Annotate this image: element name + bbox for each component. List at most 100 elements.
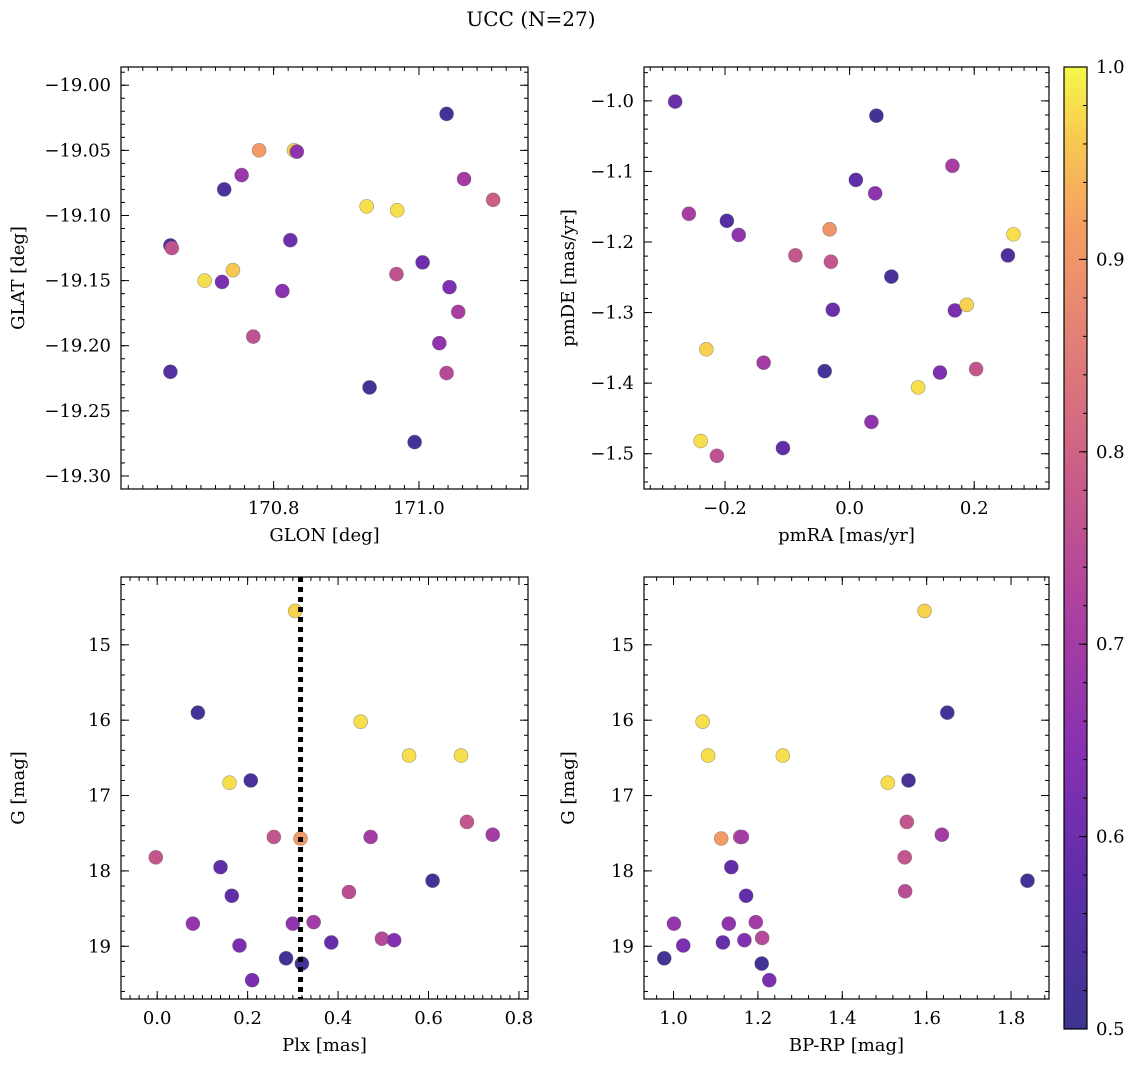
colorbar-tick-label: 0.9 — [1096, 249, 1125, 270]
scatter-point — [222, 775, 237, 791]
y-tick-label: −1.2 — [590, 232, 634, 253]
scatter-point — [362, 380, 377, 395]
scatter-point — [715, 935, 731, 950]
scatter-point — [910, 380, 926, 395]
scatter-point — [485, 192, 501, 208]
scatter-point — [389, 266, 404, 282]
scatter-point — [459, 814, 475, 830]
scatter-point — [432, 335, 447, 351]
y-tick-label: −19.10 — [44, 205, 111, 226]
colorbar-gradient — [1063, 66, 1088, 1030]
y-tick-label: −19.15 — [44, 271, 111, 292]
y-tick-label: 15 — [88, 635, 111, 656]
scatter-point — [285, 916, 301, 931]
y-tick-label: 15 — [611, 635, 634, 656]
scatter-point — [968, 361, 984, 377]
scatter-point — [353, 714, 368, 729]
y-tick-label: −1.4 — [590, 373, 634, 394]
scatter-point — [822, 222, 837, 237]
x-tick-label: 0.2 — [960, 498, 989, 519]
scatter-point — [699, 341, 714, 357]
scatter-point — [748, 914, 764, 930]
colorbar-tick-label: 1.0 — [1096, 57, 1125, 78]
scatter-point — [415, 255, 430, 270]
y-tick-label: 16 — [611, 710, 634, 731]
panel-cmd: 1.0 1.2 1.4 1.6 1.8 15 16 17 18 19 BP-RP [mag] G [m… — [558, 576, 1050, 1056]
scatter-point — [656, 951, 672, 966]
x-tick-label: 1.2 — [744, 1008, 773, 1029]
y-tick-label: 17 — [88, 786, 111, 807]
axes-frame — [120, 66, 529, 490]
scatter-point — [721, 916, 737, 931]
x-tick-label: 1.4 — [828, 1008, 857, 1029]
scatter-point — [884, 269, 899, 284]
x-tick-label: 0.4 — [324, 1008, 353, 1029]
scatter-point — [917, 603, 932, 619]
scatter-point — [695, 714, 710, 729]
scatter-point — [880, 775, 896, 791]
scatter-point — [700, 748, 716, 763]
scatter-point — [775, 748, 791, 763]
axes-frame — [120, 576, 529, 1000]
scatter-point — [439, 365, 454, 381]
scatter-point — [848, 172, 864, 188]
scatter-point — [216, 182, 232, 197]
scatter-point — [389, 202, 405, 218]
colorbar-tick-label: 0.5 — [1096, 1019, 1125, 1040]
scatter-point — [283, 232, 298, 248]
scatter-point — [738, 888, 754, 904]
axes-frame — [643, 66, 1050, 490]
x-tick-label: 1.6 — [912, 1008, 941, 1029]
x-axis-label: GLON [deg] — [269, 525, 379, 546]
scatter-point — [899, 814, 915, 830]
scatter-point — [945, 158, 960, 174]
scatter-point — [386, 932, 402, 948]
y-tick-label: 16 — [88, 710, 111, 731]
scatter-point — [278, 951, 294, 966]
scatter-point — [224, 888, 240, 904]
scatter-point — [666, 916, 682, 931]
scatter-point — [934, 827, 950, 843]
scatter-point — [148, 850, 164, 865]
scatter-point — [1020, 873, 1035, 888]
scatter-point — [775, 440, 791, 456]
points-group — [163, 106, 501, 450]
y-tick-label: −1.5 — [590, 444, 634, 465]
scatter-point — [825, 302, 841, 318]
scatter-point — [197, 273, 212, 288]
scatter-point — [737, 932, 752, 948]
scatter-point — [266, 829, 282, 845]
scatter-point — [425, 873, 440, 888]
y-tick-label: 19 — [88, 936, 111, 957]
scatter-point — [667, 94, 683, 109]
x-axis-label: BP-RP [mag] — [789, 1035, 904, 1056]
y-axis-label: GLAT [deg] — [8, 226, 29, 330]
figure-title: UCC (N=27) — [466, 7, 595, 31]
scatter-point — [959, 297, 975, 313]
scatter-point — [719, 213, 735, 229]
x-tick-label: 171.0 — [393, 498, 445, 519]
scatter-point — [693, 433, 709, 449]
scatter-point — [232, 938, 247, 953]
scatter-point — [213, 859, 228, 875]
y-tick-label: 19 — [611, 936, 634, 957]
scatter-point — [214, 274, 230, 290]
scatter-point — [323, 935, 339, 950]
scatter-point — [940, 705, 955, 720]
panel-glon_glat: 170.8 171.0 −19.00 −19.05 −19.10 −19.15 −19.20… — [8, 66, 529, 546]
scatter-point — [450, 304, 466, 320]
scatter-point — [485, 827, 501, 843]
scatter-point — [374, 931, 390, 947]
y-tick-label: −19.00 — [44, 75, 111, 96]
scatter-point — [823, 254, 839, 270]
panel-plx_g: 0.0 0.2 0.4 0.6 0.8 15 16 17 18 19 Plx [mas] G [mag… — [8, 576, 533, 1056]
scatter-point — [190, 705, 206, 720]
scatter-point — [453, 748, 469, 763]
x-tick-label: 1.0 — [659, 1008, 688, 1029]
y-tick-label: 17 — [611, 786, 634, 807]
scatter-point — [734, 829, 750, 845]
scatter-point — [363, 829, 378, 845]
scatter-point — [788, 248, 803, 263]
scatter-point — [897, 883, 913, 899]
